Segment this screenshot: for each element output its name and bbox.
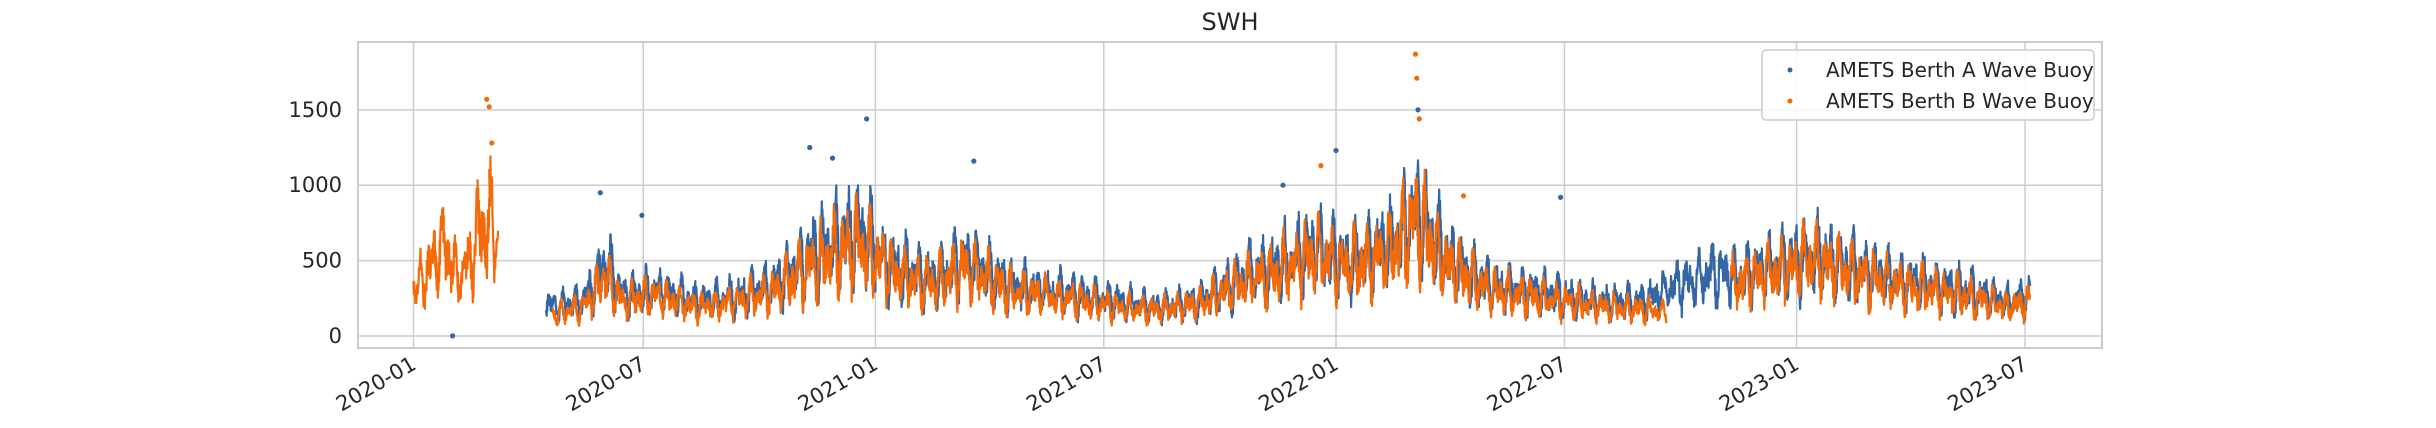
data-trace xyxy=(1709,242,1739,310)
data-trace xyxy=(859,202,895,309)
data-point xyxy=(1415,107,1421,113)
series-berth-b xyxy=(412,51,2032,327)
data-trace xyxy=(478,197,491,280)
axes-frame xyxy=(357,41,2103,349)
chart-title: SWH xyxy=(1201,8,1258,36)
data-trace xyxy=(1005,261,1046,318)
data-point xyxy=(864,116,870,122)
data-trace xyxy=(892,244,934,317)
data-trace xyxy=(966,229,1008,312)
data-trace xyxy=(456,231,472,303)
data-point xyxy=(1558,194,1564,200)
data-trace xyxy=(1346,210,1394,308)
data-point xyxy=(450,333,456,339)
data-trace xyxy=(412,244,433,310)
data-trace xyxy=(1602,289,1644,325)
data-trace xyxy=(1414,168,1451,297)
data-point xyxy=(971,158,977,164)
data-trace xyxy=(1813,217,1855,308)
data-trace xyxy=(1275,218,1316,311)
data-trace xyxy=(809,215,830,307)
data-point xyxy=(1280,182,1286,188)
data-point xyxy=(489,140,495,146)
data-trace xyxy=(1486,265,1528,322)
data-point xyxy=(484,96,490,102)
data-trace xyxy=(1391,176,1417,290)
data-trace xyxy=(1887,259,1929,319)
y-tick-label: 1500 xyxy=(289,98,342,122)
data-trace xyxy=(582,262,607,321)
data-trace xyxy=(469,179,481,304)
data-trace xyxy=(1729,237,1777,313)
data-point xyxy=(1414,75,1420,81)
data-trace xyxy=(1043,271,1085,323)
data-trace xyxy=(1159,285,1201,326)
legend: AMETS Berth A Wave Buoy AMETS Berth B Wa… xyxy=(1761,49,2095,121)
data-point xyxy=(639,212,645,218)
y-tick-label: 0 xyxy=(329,324,342,348)
data-trace xyxy=(1774,217,1816,307)
data-trace xyxy=(966,238,1008,316)
data-trace xyxy=(2003,284,2032,325)
data-trace xyxy=(1563,281,1605,325)
data-trace xyxy=(551,293,585,327)
data-point xyxy=(486,104,492,110)
legend-box xyxy=(1761,49,2095,121)
data-trace xyxy=(1120,289,1162,327)
data-trace xyxy=(1852,247,1890,316)
data-trace xyxy=(544,283,585,325)
data-trace xyxy=(827,192,862,303)
data-trace xyxy=(653,279,702,327)
data-trace xyxy=(1641,294,1668,327)
data-trace xyxy=(738,270,778,320)
data-trace xyxy=(1313,210,1349,310)
data-trace xyxy=(698,286,741,324)
y-tick-label: 1000 xyxy=(289,173,342,197)
data-point xyxy=(807,144,813,151)
data-trace xyxy=(1448,236,1489,312)
data-trace xyxy=(1964,274,2006,321)
data-trace xyxy=(1926,265,1967,321)
data-trace xyxy=(621,273,656,323)
data-trace xyxy=(931,239,969,314)
data-point xyxy=(829,155,836,161)
y-tick-label: 500 xyxy=(302,249,342,273)
data-trace xyxy=(1641,259,1682,322)
data-trace xyxy=(488,155,500,284)
y-axis: 0 500 1000 1500 xyxy=(289,98,342,348)
plot-area xyxy=(412,51,2032,339)
data-trace xyxy=(1198,257,1239,317)
data-trace xyxy=(430,206,445,299)
data-point xyxy=(1412,51,1419,57)
legend-marker-berth-a xyxy=(1787,67,1793,73)
legend-marker-berth-b xyxy=(1787,98,1793,104)
legend-label-berth-b: AMETS Berth B Wave Buoy xyxy=(1826,89,2094,113)
data-trace xyxy=(1236,243,1278,313)
data-trace xyxy=(1525,275,1566,325)
legend-label-berth-a: AMETS Berth A Wave Buoy xyxy=(1826,58,2094,82)
data-trace xyxy=(1679,246,1712,319)
data-trace xyxy=(604,254,625,318)
data-trace xyxy=(442,230,459,294)
data-trace xyxy=(1082,283,1123,327)
data-point xyxy=(1333,147,1339,154)
data-point xyxy=(1416,116,1422,122)
data-trace xyxy=(775,236,811,315)
grid xyxy=(358,42,2102,348)
data-point xyxy=(1460,193,1467,199)
data-point xyxy=(597,190,603,196)
data-point xyxy=(1318,163,1324,169)
